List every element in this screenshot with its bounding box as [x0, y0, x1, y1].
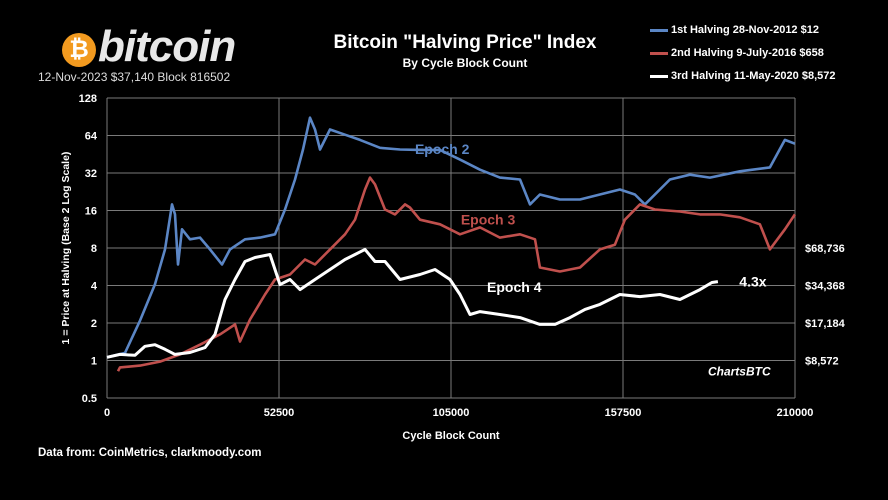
- legend-swatch: [650, 28, 668, 32]
- y-tick-label: 16: [85, 206, 97, 218]
- x-axis-label: Cycle Block Count: [402, 430, 500, 442]
- legend-label: 1st Halving 28-Nov-2012 $12: [671, 24, 819, 36]
- chart-title: Bitcoin "Halving Price" Index: [333, 32, 597, 53]
- legend-swatch: [650, 74, 668, 78]
- annotation-label: 4.3x: [739, 274, 766, 290]
- legend-label: 3rd Halving 11-May-2020 $8,572: [671, 70, 836, 82]
- annotation-label: Epoch 3: [461, 212, 516, 228]
- bitcoin-logo-text: bitcoin: [98, 22, 236, 71]
- y-tick-label: 64: [85, 131, 98, 143]
- y-tick-label: 8: [91, 243, 97, 255]
- series-line-2: [116, 176, 796, 372]
- bitcoin-logo-icon: ₿: [62, 33, 96, 67]
- chartsbtc-watermark: ChartsBTC: [708, 364, 771, 378]
- price-block-info: 12-Nov-2023 $37,140 Block 816502: [38, 70, 231, 84]
- data-source: Data from: CoinMetrics, clarkmoody.com: [38, 447, 262, 459]
- x-tick-label: 105000: [433, 407, 470, 419]
- legend-label: 2nd Halving 9-July-2016 $658: [671, 47, 824, 59]
- legend-item-1st-halving: 1st Halving 28-Nov-2012 $12: [650, 24, 819, 36]
- chart-subtitle: By Cycle Block Count: [402, 56, 528, 70]
- series-line-1: [106, 116, 796, 359]
- x-tick-label: 52500: [264, 407, 295, 419]
- legend-swatch: [650, 51, 668, 55]
- right-price-label: $68,736: [805, 243, 845, 255]
- y-tick-label: 32: [85, 168, 97, 180]
- right-price-label: $17,184: [805, 318, 846, 330]
- y-tick-label: 128: [79, 93, 97, 105]
- y-axis-label: 1 = Price at Halving (Base 2 Log Scale): [60, 152, 72, 345]
- annotation-label: Epoch 2: [415, 141, 470, 157]
- y-tick-label: 0.5: [82, 393, 97, 405]
- right-price-label: $8,572: [805, 356, 839, 368]
- x-tick-label: 210000: [777, 407, 814, 419]
- x-tick-label: 157500: [605, 407, 642, 419]
- x-tick-label: 0: [104, 407, 110, 419]
- legend-item-3rd-halving: 3rd Halving 11-May-2020 $8,572: [650, 70, 835, 82]
- legend-item-2nd-halving: 2nd Halving 9-July-2016 $658: [650, 47, 824, 59]
- y-tick-label: 2: [91, 318, 97, 330]
- annotation-label: Epoch 4: [487, 279, 542, 295]
- y-tick-label: 4: [91, 281, 98, 293]
- series-line-3: [106, 247, 719, 359]
- y-tick-label: 1: [91, 356, 97, 368]
- right-price-label: $34,368: [805, 281, 845, 293]
